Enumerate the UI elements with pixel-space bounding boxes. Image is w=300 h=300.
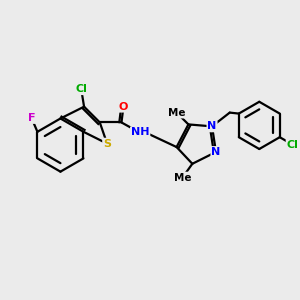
Text: Cl: Cl [75,84,87,94]
Text: S: S [103,139,111,148]
Text: N: N [207,122,217,131]
Text: Me: Me [174,172,191,183]
Text: F: F [28,113,35,123]
Text: Me: Me [168,108,185,118]
Text: N: N [211,147,220,157]
Text: Cl: Cl [286,140,298,150]
Text: NH: NH [131,127,149,137]
Text: O: O [119,102,128,112]
